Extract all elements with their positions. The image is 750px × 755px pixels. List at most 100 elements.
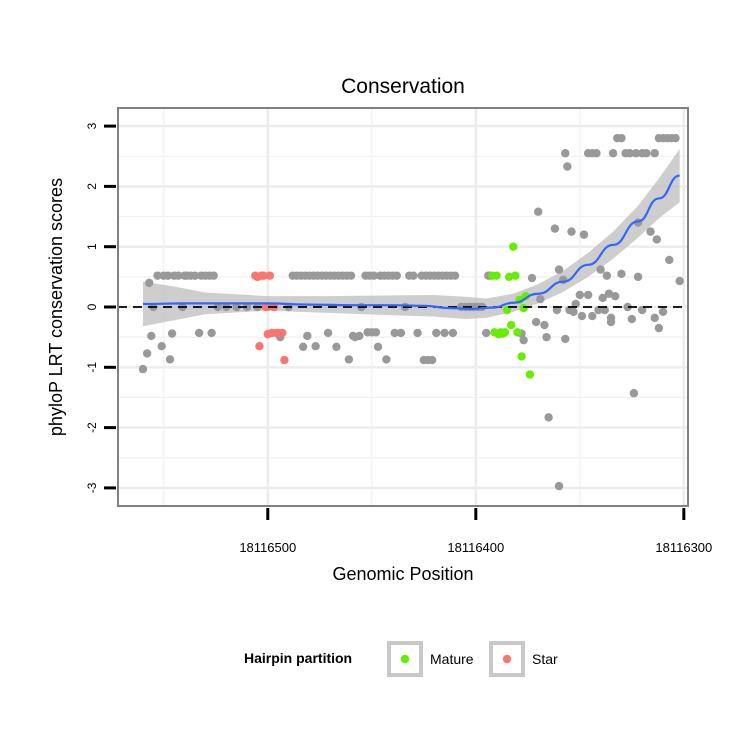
data-point-star	[278, 328, 287, 338]
data-point	[583, 290, 593, 300]
data-point	[625, 149, 634, 158]
data-point	[382, 355, 391, 364]
data-point	[598, 293, 607, 303]
data-point-mature	[502, 305, 512, 315]
data-point	[554, 265, 564, 274]
data-point	[652, 235, 661, 244]
data-point	[642, 149, 651, 158]
data-point	[344, 355, 354, 364]
data-point	[654, 323, 664, 333]
plot-border	[117, 107, 689, 507]
data-point	[579, 230, 589, 239]
data-point	[390, 328, 399, 338]
data-point-star	[259, 271, 268, 280]
data-point	[671, 133, 680, 143]
x-tick-label: 18116500	[239, 540, 296, 555]
data-point	[542, 332, 551, 342]
legend-key-mature	[400, 654, 410, 664]
data-point	[373, 342, 383, 351]
data-point	[190, 271, 200, 280]
data-point	[167, 329, 177, 338]
data-point	[623, 302, 632, 312]
data-point	[550, 224, 560, 233]
data-point	[332, 342, 341, 351]
data-point	[346, 271, 356, 280]
data-point	[147, 331, 156, 341]
data-point	[594, 305, 603, 315]
data-point	[536, 294, 545, 304]
data-point	[163, 271, 173, 280]
data-point	[519, 335, 528, 345]
data-point-mature	[513, 328, 522, 337]
data-point	[658, 307, 668, 317]
data-point	[596, 265, 605, 274]
data-point-star	[253, 272, 262, 282]
data-point	[646, 227, 655, 236]
data-point	[563, 162, 572, 171]
data-point-star	[280, 355, 289, 365]
data-point	[588, 311, 597, 321]
y-tick-label: 0	[85, 303, 99, 310]
data-point	[629, 389, 639, 398]
data-point-mature	[517, 352, 526, 361]
x-axis-label: Genomic Position	[332, 564, 473, 584]
data-point	[482, 328, 491, 338]
data-point	[627, 314, 637, 324]
data-point-star	[263, 329, 272, 339]
y-tick-label: 2	[85, 183, 99, 190]
smooth-fit-line	[142, 174, 680, 310]
data-point	[209, 271, 218, 280]
y-tick-label: 3	[85, 122, 99, 129]
confidence-ribbon	[142, 149, 680, 327]
data-point	[561, 149, 570, 158]
chart-title: Conservation	[341, 75, 465, 98]
data-point	[602, 271, 612, 280]
data-point	[561, 334, 570, 344]
data-point	[575, 290, 585, 300]
data-point-star	[261, 302, 270, 312]
data-point-mature	[504, 272, 514, 282]
data-point	[432, 328, 441, 338]
axes-layer: -3 -2 -1 0 1 2 3 18116500 18116400 18116300	[85, 122, 712, 555]
data-point	[153, 271, 162, 280]
data-point	[531, 317, 541, 327]
data-point	[544, 413, 553, 422]
data-point-mature	[519, 304, 528, 313]
data-point	[427, 355, 437, 365]
data-point	[650, 313, 659, 323]
y-tick-label: -1	[85, 362, 99, 373]
data-point-mature	[509, 242, 518, 251]
data-point	[355, 331, 364, 341]
data-point	[665, 255, 674, 265]
data-point	[606, 317, 616, 327]
data-point	[157, 341, 166, 351]
data-point	[213, 302, 223, 312]
data-point	[534, 207, 543, 216]
y-axis-label: phyloP LRT conservation scores	[46, 178, 66, 436]
data-point	[232, 302, 241, 312]
data-point	[298, 342, 308, 351]
data-point	[608, 149, 618, 158]
data-point	[617, 133, 626, 143]
data-point	[450, 271, 460, 280]
legend-label-mature: Mature	[430, 651, 474, 667]
y-tick-label: -3	[85, 482, 99, 493]
data-point	[540, 320, 549, 330]
data-point	[194, 328, 204, 338]
y-tick-label: 1	[85, 243, 99, 250]
data-point	[413, 328, 422, 338]
data-point	[448, 328, 458, 338]
data-point	[165, 355, 175, 364]
data-point	[527, 273, 537, 283]
data-point	[592, 149, 601, 158]
data-point-mature	[525, 370, 535, 379]
data-point-mature	[521, 291, 530, 301]
legend-key-star	[502, 654, 512, 664]
data-point	[617, 269, 626, 279]
data-point	[650, 149, 659, 158]
legend: Hairpin partition Mature Star	[244, 641, 558, 677]
legend-key-box	[387, 641, 423, 677]
data-point	[138, 364, 148, 374]
data-point	[207, 328, 216, 338]
